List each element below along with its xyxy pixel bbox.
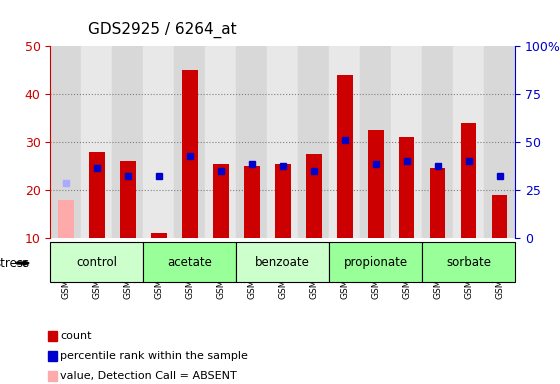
Bar	[275, 164, 291, 238]
Text: value, Detection Call = ABSENT: value, Detection Call = ABSENT	[60, 371, 237, 381]
Bar	[422, 46, 453, 238]
Bar	[89, 152, 105, 238]
Bar	[120, 161, 136, 238]
Text: control: control	[76, 256, 118, 268]
Bar	[236, 46, 267, 238]
Bar	[244, 166, 260, 238]
Bar	[430, 169, 446, 238]
Bar	[151, 233, 167, 238]
Bar	[484, 46, 515, 238]
Bar	[81, 46, 113, 238]
Bar	[306, 154, 321, 238]
Bar	[267, 46, 298, 238]
Bar	[399, 137, 414, 238]
Bar	[58, 200, 74, 238]
Bar	[360, 46, 391, 238]
Text: stress: stress	[0, 257, 30, 270]
Bar	[453, 46, 484, 238]
Bar	[368, 130, 384, 238]
Text: benzoate: benzoate	[255, 256, 310, 268]
Bar	[492, 195, 507, 238]
Text: percentile rank within the sample: percentile rank within the sample	[60, 351, 248, 361]
Text: acetate: acetate	[167, 256, 212, 268]
Bar	[213, 164, 228, 238]
Text: count: count	[60, 331, 92, 341]
Bar	[113, 46, 143, 238]
Bar	[143, 46, 174, 238]
Bar	[298, 46, 329, 238]
Bar	[391, 46, 422, 238]
Text: propionate: propionate	[344, 256, 408, 268]
Bar	[329, 46, 360, 238]
Bar	[206, 46, 236, 238]
Text: sorbate: sorbate	[446, 256, 491, 268]
Bar	[461, 123, 477, 238]
Text: GDS2925 / 6264_at: GDS2925 / 6264_at	[87, 22, 236, 38]
Bar	[174, 46, 206, 238]
Bar	[182, 70, 198, 238]
Bar	[50, 46, 81, 238]
Bar	[337, 75, 353, 238]
